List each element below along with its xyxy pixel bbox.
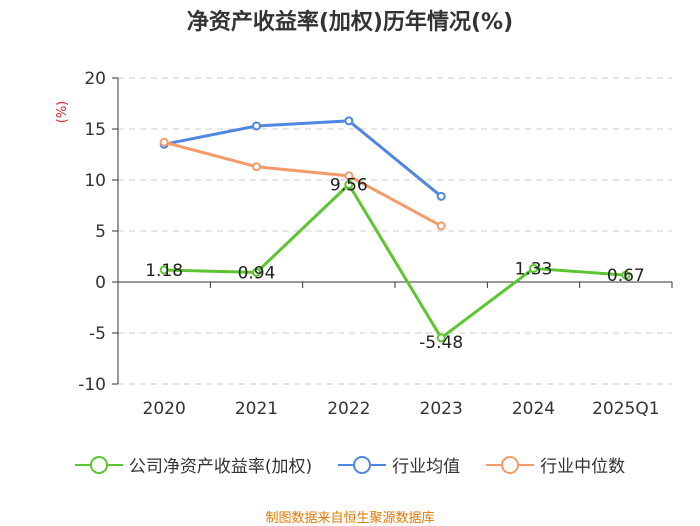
legend-line-circle-icon: [74, 455, 123, 474]
series-line: [163, 119, 443, 198]
series-line: [163, 140, 442, 228]
y-tick-label: -5: [89, 324, 106, 344]
legend-label: 行业中位数: [540, 457, 626, 477]
y-tick-label: 10: [84, 171, 106, 191]
y-tick-label: 0: [95, 273, 106, 293]
x-tick-label: 2024: [512, 399, 555, 419]
data-point: [344, 171, 354, 181]
data-point: [621, 270, 631, 280]
y-tick-label: -10: [78, 375, 106, 395]
y-tick-label: 15: [84, 120, 106, 140]
data-label: 1.18: [145, 261, 183, 281]
data-point: [159, 137, 169, 147]
y-axis-label: (%): [55, 101, 70, 124]
data-point: [436, 333, 446, 343]
y-tick-label: 20: [84, 69, 106, 89]
data-point: [436, 191, 446, 201]
x-tick-label: 2025Q1: [592, 399, 659, 419]
data-point: [159, 265, 169, 275]
legend-item-industry-median[interactable]: 行业中位数: [486, 452, 625, 477]
legend-line-circle-icon: [486, 455, 535, 474]
x-tick-label: 2022: [327, 399, 370, 419]
series-line: [164, 182, 626, 340]
legend-line-circle-icon: [338, 455, 387, 474]
chart-title: 净资产收益率(加权)历年情况(%): [186, 10, 514, 35]
data-label: 1.33: [515, 259, 553, 279]
data-point: [252, 162, 261, 172]
legend-item-company-roe[interactable]: 公司净资产收益率(加权): [74, 452, 313, 477]
data-label: 0.94: [238, 263, 276, 283]
legend: 公司净资产收益率(加权) 行业均值 行业中位数: [0, 452, 700, 477]
data-point: [529, 263, 538, 273]
x-tick-label: 2021: [235, 399, 278, 419]
legend-label: 行业均值: [392, 457, 461, 477]
legend-item-industry-mean[interactable]: 行业均值: [338, 452, 460, 477]
data-point: [252, 121, 261, 131]
data-point: [436, 221, 446, 231]
data-point: [344, 116, 354, 126]
data-label: 0.67: [607, 266, 645, 286]
x-tick-label: 2023: [420, 399, 463, 419]
data-point: [252, 267, 261, 277]
x-tick-label: 2020: [143, 399, 186, 419]
data-point: [344, 179, 354, 189]
source-note: 制图数据来自恒生聚源数据库: [265, 511, 435, 526]
y-tick-label: 5: [95, 222, 106, 242]
data-label: -5.48: [419, 333, 463, 353]
legend-label: 公司净资产收益率(加权): [128, 457, 313, 477]
line-chart: 20 15 10 5 0 -5 -10 2020 2021 2022 2023 2024 2025Q1 (…: [55, 69, 673, 419]
data-label: 9.56: [330, 175, 368, 195]
